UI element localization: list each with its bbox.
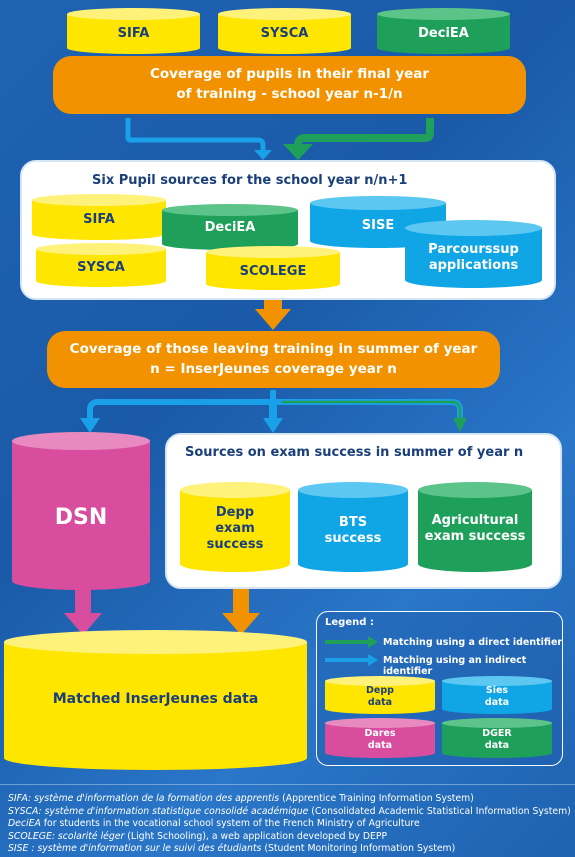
cylinder-deciea: DeciEA bbox=[162, 204, 298, 250]
footnote-term: SCOLEGE: scolarité léger bbox=[8, 830, 125, 842]
cylinder-sysca-top: SYSCA bbox=[218, 8, 351, 54]
cylinder-label: Agricultural exam success bbox=[424, 512, 526, 544]
footnote-term: SISE : système d'information sur le suiv… bbox=[8, 843, 262, 854]
cylinder-deciea-top: DeciEA bbox=[377, 8, 510, 54]
footnote-gloss: (Light Schooling), a web application dev… bbox=[127, 830, 388, 842]
cylinder-label: DeciEA bbox=[204, 219, 256, 235]
footnote-divider bbox=[0, 784, 575, 785]
dsn-label: DSN bbox=[54, 505, 108, 531]
cylinder-agricultural: Agricultural exam success bbox=[418, 482, 532, 572]
legend-arrows bbox=[325, 636, 378, 666]
legend-direct: Matching using a direct identifier bbox=[383, 637, 563, 648]
footnote-sifa: SIFA: système d'information de la format… bbox=[8, 793, 474, 805]
footnote-gloss: (Student Monitoring Information System) bbox=[264, 843, 456, 854]
footnote-sysca: SYSCA: système d'information statistique… bbox=[8, 806, 571, 818]
cylinder-label: BTS success bbox=[324, 514, 382, 546]
cylinder-label: SISE bbox=[361, 217, 395, 233]
exam-sources-title: Sources on exam success in summer of yea… bbox=[185, 445, 524, 460]
footnote-gloss: (Consolidated Academic Statistical Infor… bbox=[311, 805, 571, 817]
cylinder-label: Sies data bbox=[484, 685, 510, 708]
cylinder-label: Depp exam success bbox=[206, 504, 264, 553]
footnote-deciea: DeciEA for students in the vocational sc… bbox=[8, 818, 420, 830]
legend-cylinder-dares: Dares data bbox=[325, 718, 435, 758]
footnote-gloss: for students in the vocational school sy… bbox=[43, 818, 420, 829]
cylinder-label: SYSCA bbox=[260, 25, 309, 41]
cylinder-label: DGER data bbox=[482, 728, 512, 751]
six-sources-title: Six Pupil sources for the school year n/… bbox=[92, 173, 408, 188]
cylinder-sifa: SIFA bbox=[32, 194, 166, 240]
cylinder-label: SIFA bbox=[83, 211, 115, 227]
footnote-term: SYSCA: système d'information statistique… bbox=[8, 805, 309, 817]
legend-cylinder-depp: Depp data bbox=[325, 676, 435, 714]
legend-indirect: Matching using an indirect identifier bbox=[383, 655, 527, 677]
cylinder-label: SCOLEGE bbox=[239, 263, 307, 279]
cylinder-sifa-top: SIFA bbox=[67, 8, 200, 54]
footnote-gloss: (Apprentice Training Information System) bbox=[282, 793, 474, 804]
coverage-leaving-box: Coverage of those leaving training in su… bbox=[47, 331, 500, 388]
coverage-final-year-box: Coverage of pupils in their final year o… bbox=[53, 56, 526, 114]
cylinder-label: DeciEA bbox=[418, 25, 469, 41]
cylinder-label: SYSCA bbox=[77, 259, 125, 275]
footnote-sise: SISE : système d'information sur le suiv… bbox=[8, 843, 455, 855]
cylinder-matched: Matched InserJeunes data bbox=[4, 630, 307, 770]
cylinder-depp-exam: Depp exam success bbox=[180, 482, 290, 572]
footnote-scolege: SCOLEGE: scolarité léger (Light Schoolin… bbox=[8, 831, 387, 843]
legend-title: Legend : bbox=[325, 617, 374, 628]
coverage-leaving-text: Coverage of those leaving training in su… bbox=[69, 340, 478, 377]
cylinder-scolege: SCOLEGE bbox=[206, 246, 340, 290]
legend-cylinder-sies: Sies data bbox=[442, 676, 552, 714]
legend-cylinder-dger: DGER data bbox=[442, 718, 552, 758]
cylinder-parcourssup: Parcourssup applications bbox=[405, 220, 542, 288]
cylinder-sysca: SYSCA bbox=[36, 243, 166, 287]
footnote-term: SIFA: système d'information de la format… bbox=[8, 793, 280, 804]
cylinder-label: Dares data bbox=[364, 728, 396, 751]
cylinder-dsn: DSN bbox=[12, 432, 150, 590]
coverage-final-year-text: Coverage of pupils in their final year o… bbox=[149, 66, 430, 102]
cylinder-bts: BTS success bbox=[298, 482, 408, 572]
cylinder-label: SIFA bbox=[117, 25, 150, 41]
footnote-term: DeciEA bbox=[8, 818, 41, 829]
cylinder-label: Depp data bbox=[366, 685, 394, 708]
cylinder-label: Parcourssup applications bbox=[428, 241, 519, 273]
matched-label: Matched InserJeunes data bbox=[52, 691, 259, 708]
